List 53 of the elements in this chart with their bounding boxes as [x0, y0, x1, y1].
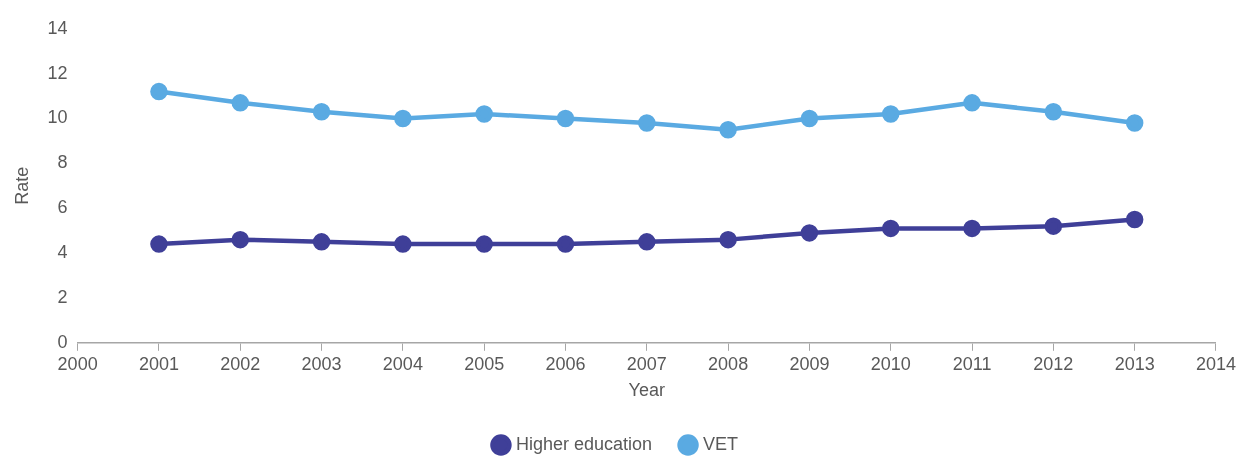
x-tick-label: 2014: [1195, 353, 1236, 374]
x-tick-label: 2008: [708, 353, 749, 374]
x-tick-label: 2013: [1114, 353, 1155, 374]
y-tick-label: 10: [47, 107, 68, 128]
point: [638, 233, 656, 251]
point: [231, 230, 249, 249]
point: [475, 235, 493, 253]
legend-label: VET: [703, 433, 739, 454]
x-tick-label: 2011: [952, 353, 992, 374]
x-tick-label: 2000: [57, 353, 98, 374]
point: [150, 82, 168, 101]
point: [312, 233, 331, 251]
x-tick-label: 2001: [138, 353, 179, 374]
y-tick-label: 8: [57, 152, 68, 173]
point: [719, 230, 737, 249]
point: [881, 105, 900, 123]
point: [556, 109, 575, 128]
point: [312, 103, 331, 121]
point: [800, 109, 819, 128]
x-tick-label: 2004: [382, 353, 423, 374]
point: [881, 219, 900, 238]
y-tick-label: 14: [47, 17, 68, 38]
point: [1125, 114, 1144, 132]
point: [1044, 103, 1063, 121]
x-axis-title: Year: [628, 380, 665, 401]
y-tick-label: 6: [57, 197, 68, 218]
x-tick-label: 2005: [464, 353, 505, 374]
point: [1125, 210, 1144, 229]
point: [638, 114, 656, 132]
x-tick-label: 2006: [545, 353, 586, 374]
legend-label: Higher education: [515, 433, 653, 454]
x-tick-label: 2012: [1033, 353, 1074, 374]
y-tick-label: 2: [57, 286, 68, 307]
x-tick-label: 2002: [220, 353, 261, 374]
y-tick-label: 4: [57, 242, 68, 263]
point: [800, 224, 819, 242]
x-tick-label: 2009: [789, 353, 830, 374]
point: [150, 235, 168, 253]
point: [719, 120, 737, 139]
x-tick-label: 2003: [301, 353, 342, 374]
point: [556, 235, 575, 253]
point: [1044, 217, 1063, 235]
y-tick-label: 12: [47, 62, 68, 83]
y-tick-label: 0: [57, 331, 68, 352]
point: [475, 105, 493, 123]
y-axis-title: Rate: [11, 166, 32, 205]
point: [963, 219, 981, 238]
x-tick-label: 2010: [870, 353, 911, 374]
point: [963, 94, 981, 112]
point: [394, 235, 412, 253]
point: [394, 109, 412, 128]
point: [231, 94, 249, 112]
x-tick-label: 2007: [626, 353, 667, 374]
